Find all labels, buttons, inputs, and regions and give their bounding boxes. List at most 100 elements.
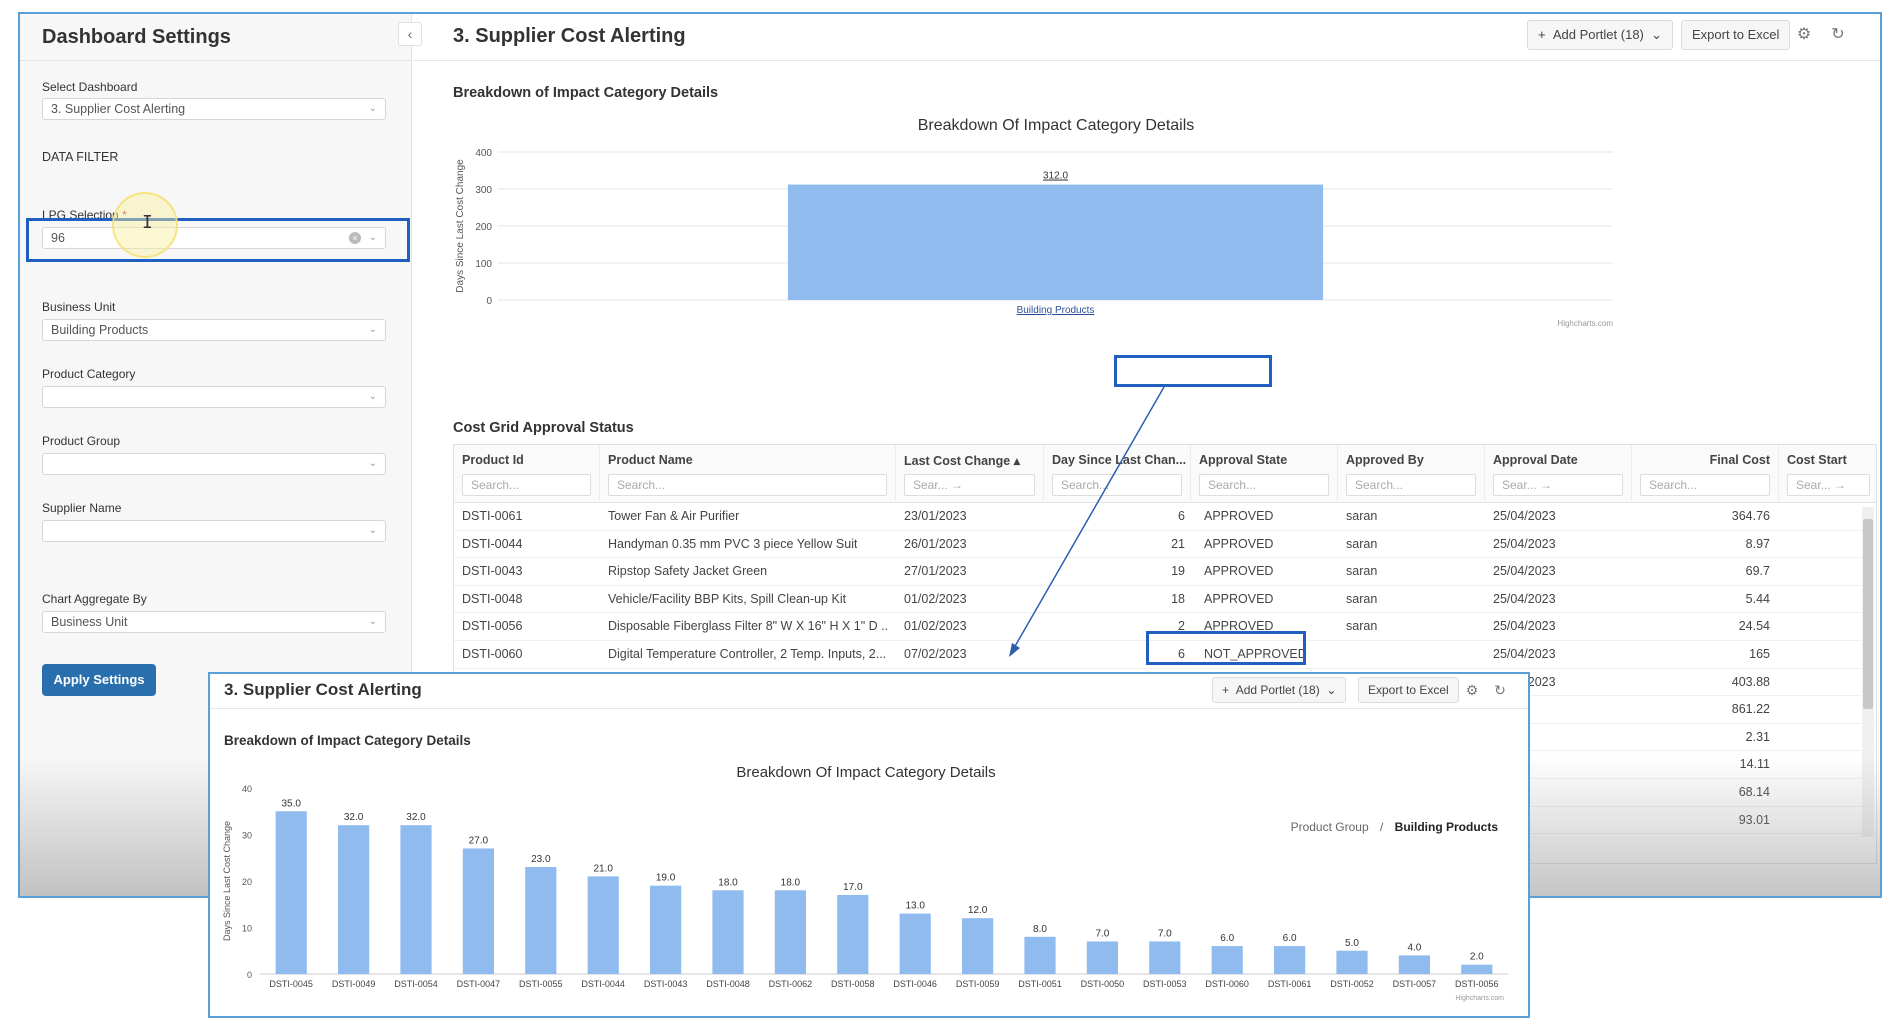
table-cell: 68.14 (1738, 785, 1770, 799)
table-cell: APPROVED (1204, 509, 1274, 523)
bar (462, 848, 494, 974)
y-tick-label: 0 (486, 296, 492, 307)
y-tick-label: 400 (475, 148, 492, 159)
data-label: 35.0 (281, 798, 301, 809)
overlay-export-excel-button[interactable]: Export to Excel (1358, 677, 1459, 703)
table-cell: saran (1346, 619, 1378, 634)
grid-column-header[interactable]: Day Since Last Chan... Search... (1044, 445, 1191, 503)
select-dashboard-label: Select Dashboard (42, 80, 138, 94)
column-label[interactable]: Day Since Last Chan... (1052, 453, 1187, 467)
grid-column-header[interactable]: Approval State Search... (1191, 445, 1338, 503)
chevron-down-icon: ⌄ (368, 616, 377, 627)
chevron-down-icon: ⌄ (368, 324, 377, 335)
bar (962, 918, 994, 974)
table-row[interactable]: DSTI-0048 Vehicle/Facility BBP Kits, Spil… (454, 586, 1876, 614)
table-cell: 19 (1171, 564, 1185, 579)
table-cell: Handyman 0.35 mm PVC 3 piece Yellow Suit (608, 536, 858, 551)
column-label[interactable]: Product Name (608, 453, 693, 467)
table-row[interactable]: DSTI-0043 Ripstop Safety Jacket Green 27/0… (454, 558, 1876, 586)
x-tick-label: DSTI-0059 (956, 979, 1000, 989)
column-label[interactable]: Product Id (462, 453, 524, 467)
supplier-name-dropdown[interactable]: ⌄ (42, 520, 386, 542)
table-cell: 25/04/2023 (1493, 509, 1556, 523)
column-filter-input[interactable]: Search... (1199, 474, 1329, 496)
overlay-add-portlet-button[interactable]: + Add Portlet (18) ⌄ (1212, 677, 1347, 703)
column-filter-input[interactable]: Sear... → (1493, 474, 1623, 496)
column-filter-input[interactable]: Sear... → (1787, 474, 1870, 496)
x-tick-label: DSTI-0058 (831, 979, 875, 989)
x-tick-label: DSTI-0057 (1393, 979, 1437, 989)
table-cell: 2.31 (1745, 729, 1770, 744)
table-row[interactable]: DSTI-0044 Handyman 0.35 mm PVC 3 piece Ye… (454, 531, 1876, 559)
column-filter-input[interactable]: Search... (1052, 474, 1182, 496)
product-group-dropdown[interactable]: ⌄ (42, 453, 386, 475)
gear-icon[interactable]: ⚙ (1465, 682, 1479, 698)
cursor-highlight (112, 192, 178, 258)
highlight-box-not-approved (1146, 631, 1306, 665)
chevron-down-icon: ⌄ (368, 391, 377, 402)
data-label: 8.0 (1033, 924, 1047, 935)
column-label[interactable]: Final Cost (1709, 453, 1770, 467)
collapse-sidebar-button[interactable]: ‹ (398, 22, 422, 46)
column-label[interactable]: Cost Start (1787, 453, 1847, 467)
grid-column-header[interactable]: Approved By Search... (1338, 445, 1485, 503)
table-cell: 21 (1171, 536, 1185, 551)
clear-icon[interactable]: × (349, 232, 361, 244)
bar (899, 913, 931, 974)
refresh-icon[interactable]: ↻ (1831, 26, 1845, 43)
table-row[interactable]: DSTI-0061 Tower Fan & Air Purifier 23/01/2… (454, 503, 1876, 531)
y-tick-label: 200 (475, 222, 492, 233)
grid-column-header[interactable]: Product Id Search... (454, 445, 600, 503)
chart-aggregate-value: Business Unit (51, 615, 128, 629)
table-cell: 25/04/2023 (1493, 619, 1556, 634)
table-cell: 5.44 (1745, 591, 1770, 606)
vertical-scrollbar[interactable] (1862, 507, 1874, 837)
bar (774, 890, 806, 974)
table-cell: NOT_APPROVED (1204, 647, 1307, 661)
column-filter-input[interactable]: Search... (1640, 474, 1770, 496)
column-filter-input[interactable]: Search... (1346, 474, 1476, 496)
data-label: 7.0 (1095, 928, 1109, 939)
column-filter-input[interactable]: Search... (608, 474, 887, 496)
data-label: 6.0 (1220, 933, 1234, 944)
table-cell: 26/01/2023 (904, 536, 967, 551)
table-row[interactable]: DSTI-0056 Disposable Fiberglass Filter 8"… (454, 613, 1876, 641)
column-filter-input[interactable]: Search... (462, 474, 591, 496)
breakdown-section-title: Breakdown of Impact Category Details (453, 85, 719, 101)
table-cell: 25/04/2023 (1493, 591, 1556, 606)
grid-column-header[interactable]: Cost Start Sear... → (1779, 445, 1876, 503)
export-excel-button[interactable]: Export to Excel (1681, 20, 1791, 50)
chart-aggregate-dropdown[interactable]: Business Unit ⌄ (42, 611, 386, 633)
product-category-dropdown[interactable]: ⌄ (42, 386, 386, 408)
overlay-section-title: Breakdown of Impact Category Details (224, 733, 471, 748)
grid-column-header[interactable]: Final Cost Search... (1632, 445, 1779, 503)
table-cell: 861.22 (1731, 702, 1770, 717)
table-cell: 6 (1178, 647, 1185, 661)
table-cell: Tower Fan & Air Purifier (608, 509, 740, 523)
table-cell: saran (1346, 509, 1378, 523)
column-label[interactable]: Last Cost Change ▴ (904, 454, 1021, 468)
text-cursor-icon: I (142, 212, 153, 233)
column-label[interactable]: Approved By (1346, 453, 1424, 467)
add-portlet-button[interactable]: + Add Portlet (18) ⌄ (1527, 20, 1673, 50)
column-filter-input[interactable]: Sear... → (904, 474, 1035, 496)
y-tick-label: 300 (475, 185, 492, 196)
grid-column-header[interactable]: Product Name Search... (600, 445, 896, 503)
business-unit-dropdown[interactable]: Building Products ⌄ (42, 319, 386, 341)
x-tick-label: DSTI-0062 (769, 979, 813, 989)
gear-icon[interactable]: ⚙ (1796, 26, 1812, 43)
table-cell: 18 (1171, 591, 1185, 606)
table-row[interactable]: DSTI-0060 Digital Temperature Controller,… (454, 641, 1876, 669)
grid-column-header[interactable]: Last Cost Change ▴ Sear... → (896, 445, 1044, 503)
refresh-icon[interactable]: ↻ (1494, 682, 1506, 698)
apply-settings-button[interactable]: Apply Settings (42, 664, 156, 696)
grid-column-header[interactable]: Approval Date Sear... → (1485, 445, 1632, 503)
column-label[interactable]: Approval Date (1493, 453, 1578, 467)
bar (525, 867, 557, 974)
table-cell: Vehicle/Facility BBP Kits, Spill Clean-u… (608, 591, 847, 606)
column-label[interactable]: Approval State (1199, 453, 1288, 467)
select-dashboard-dropdown[interactable]: 3. Supplier Cost Alerting ⌄ (42, 98, 386, 120)
overlay-divider (210, 708, 1528, 709)
table-cell: 2 (1178, 619, 1185, 634)
scrollbar-thumb[interactable] (1863, 519, 1873, 709)
